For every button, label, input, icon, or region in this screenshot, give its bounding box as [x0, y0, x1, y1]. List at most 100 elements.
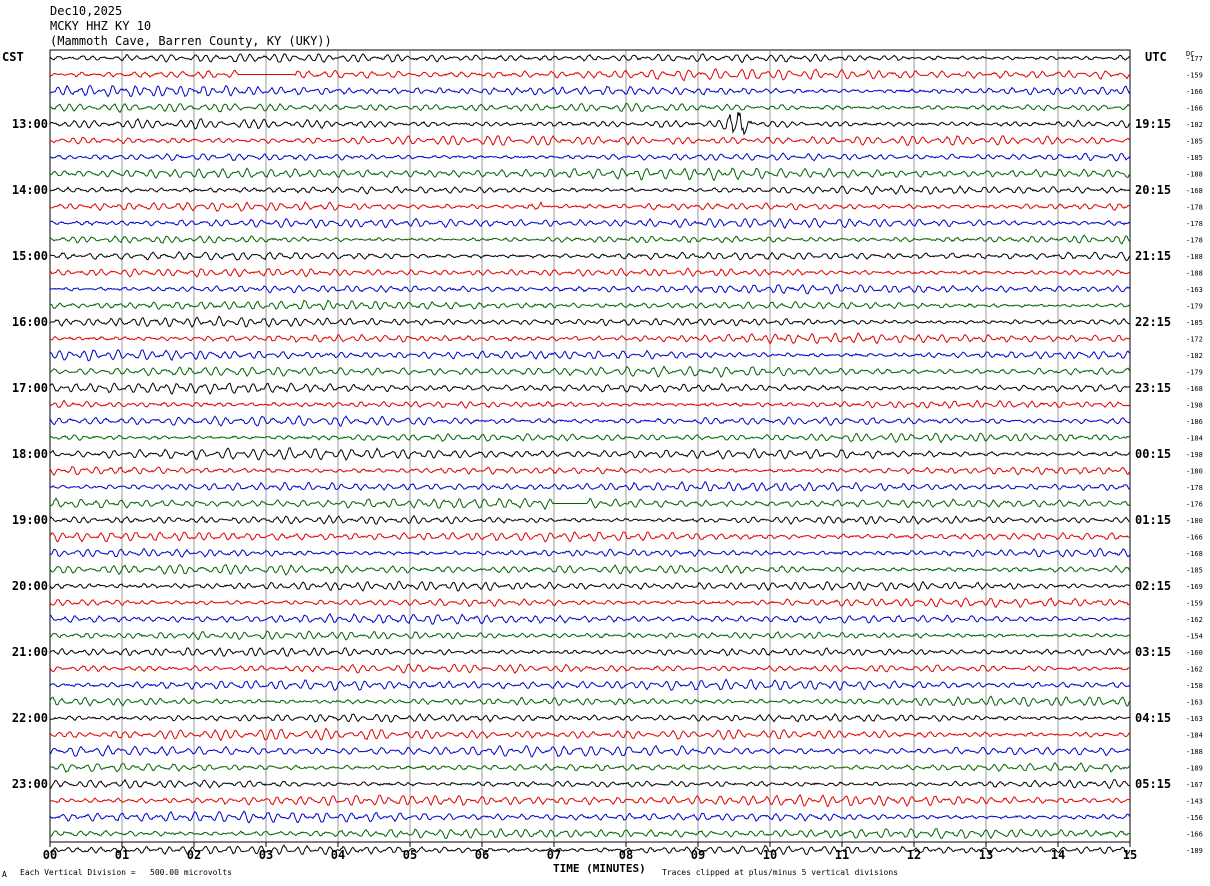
- dc-offset-label: -166: [1186, 534, 1203, 542]
- utc-hour-label: 02:15: [1135, 579, 1171, 593]
- plot-frame: [49, 49, 1131, 843]
- x-tick-label: 10: [763, 848, 777, 862]
- utc-hour-label: 22:15: [1135, 315, 1171, 329]
- cst-hour-label: 18:00: [12, 447, 48, 461]
- dc-offset-label: -189: [1186, 847, 1203, 855]
- station-id: MCKY HHZ KY 10: [50, 19, 152, 33]
- dc-offset-label: -167: [1186, 781, 1203, 789]
- seismic-trace: [49, 84, 1131, 98]
- seismic-trace: [49, 250, 1131, 262]
- seismic-trace: [49, 663, 1131, 675]
- dc-header-label: DC: [1186, 50, 1195, 58]
- dc-offset-label: -179: [1186, 369, 1203, 377]
- seismic-trace: [49, 217, 1131, 230]
- trace-group: [49, 53, 1131, 856]
- cst-hour-label: 17:00: [12, 381, 48, 395]
- dc-offset-label: -176: [1186, 501, 1203, 509]
- seismic-trace: [49, 53, 1130, 64]
- seismic-trace: [49, 134, 1131, 147]
- cst-hour-label: 15:00: [12, 249, 48, 263]
- x-tick-label: 09: [691, 848, 705, 862]
- seismic-trace: [49, 382, 1131, 395]
- dc-offset-label: -188: [1186, 253, 1203, 261]
- plot-grid: [49, 49, 1131, 847]
- seismic-trace: [49, 332, 1131, 345]
- cst-hour-label: 22:00: [12, 711, 48, 725]
- x-tick-label: 01: [115, 848, 129, 862]
- dc-offset-label: -168: [1186, 550, 1203, 558]
- dc-offset-label: -178: [1186, 220, 1203, 228]
- x-tick-label: 06: [475, 848, 489, 862]
- seismic-trace: [49, 563, 1131, 576]
- seismic-trace: [49, 547, 1131, 558]
- axis-label-group: 00 01 02 03 04 05 06 07 08 09 10 11 12 13 14 15 -177 -159…: [12, 55, 1203, 862]
- dc-offset-label: -189: [1186, 765, 1203, 773]
- x-tick-label: 03: [259, 848, 273, 862]
- x-tick-label: 05: [403, 848, 417, 862]
- dc-offset-label: -188: [1186, 748, 1203, 756]
- seismic-trace: [49, 497, 1131, 511]
- plot-date: Dec10,2025: [50, 4, 123, 18]
- dc-offset-label: -168: [1186, 187, 1203, 195]
- dc-offset-label: -186: [1186, 418, 1203, 426]
- seismic-trace: [49, 727, 1131, 742]
- cst-hour-label: 20:00: [12, 579, 48, 593]
- seismic-trace: [49, 283, 1131, 295]
- left-timezone-label: CST: [2, 50, 24, 64]
- dc-offset-label: -143: [1186, 798, 1203, 806]
- dc-offset-label: -172: [1186, 336, 1203, 344]
- dc-offset-label: -188: [1186, 270, 1203, 278]
- dc-offset-label: -168: [1186, 385, 1203, 393]
- dc-offset-label: -188: [1186, 171, 1203, 179]
- division-scale-note: Each Vertical Division = 500.00 microvol…: [20, 868, 232, 877]
- clipping-note: Traces clipped at plus/minus 5 vertical …: [662, 868, 899, 877]
- seismic-trace: [49, 465, 1131, 477]
- dc-offset-label: -178: [1186, 237, 1203, 245]
- seismic-trace: [49, 844, 1131, 856]
- seismic-trace: [49, 299, 1131, 311]
- dc-offset-label: -184: [1186, 732, 1203, 740]
- seismic-trace: [49, 365, 1131, 378]
- x-tick-label: 02: [187, 848, 201, 862]
- cst-hour-label: 19:00: [12, 513, 48, 527]
- seismic-trace: [49, 531, 1131, 543]
- dc-offset-label: -162: [1186, 666, 1203, 674]
- dc-offset-label: -185: [1186, 319, 1203, 327]
- x-tick-label: 15: [1123, 848, 1137, 862]
- seismic-trace: [49, 778, 1131, 789]
- dc-offset-label: -180: [1186, 517, 1203, 525]
- utc-hour-label: 21:15: [1135, 249, 1171, 263]
- utc-hour-label: 20:15: [1135, 183, 1171, 197]
- seismic-trace: [49, 647, 1131, 657]
- seismic-trace: [49, 678, 1131, 691]
- dc-offset-label: -163: [1186, 699, 1203, 707]
- seismic-trace: [49, 580, 1130, 592]
- seismic-trace: [49, 481, 1131, 492]
- seismic-trace: [49, 793, 1131, 808]
- utc-hour-label: 00:15: [1135, 447, 1171, 461]
- dc-offset-label: -178: [1186, 484, 1203, 492]
- dc-offset-label: -182: [1186, 121, 1203, 129]
- dc-offset-label: -177: [1186, 55, 1203, 63]
- x-tick-label: 11: [835, 848, 849, 862]
- seismic-trace: [49, 234, 1131, 245]
- dc-offset-label: -178: [1186, 204, 1203, 212]
- seismic-trace: [50, 762, 1131, 773]
- cst-hour-label: 23:00: [12, 777, 48, 791]
- utc-hour-label: 05:15: [1135, 777, 1171, 791]
- dc-offset-label: -156: [1186, 814, 1203, 822]
- dc-offset-label: -163: [1186, 715, 1203, 723]
- cst-hour-label: 21:00: [12, 645, 48, 659]
- utc-hour-label: 23:15: [1135, 381, 1171, 395]
- seismic-trace: [49, 111, 1131, 136]
- dc-offset-label: -154: [1186, 633, 1203, 641]
- dc-offset-label: -162: [1186, 616, 1203, 624]
- seismic-trace: [49, 695, 1131, 707]
- utc-hour-label: 04:15: [1135, 711, 1171, 725]
- seismic-trace: [49, 630, 1131, 641]
- dc-offset-label: -198: [1186, 451, 1203, 459]
- seismic-trace: [49, 597, 1131, 609]
- x-axis-title: TIME (MINUTES): [553, 862, 646, 875]
- seismic-trace: [49, 744, 1131, 758]
- seismic-trace: [49, 349, 1131, 362]
